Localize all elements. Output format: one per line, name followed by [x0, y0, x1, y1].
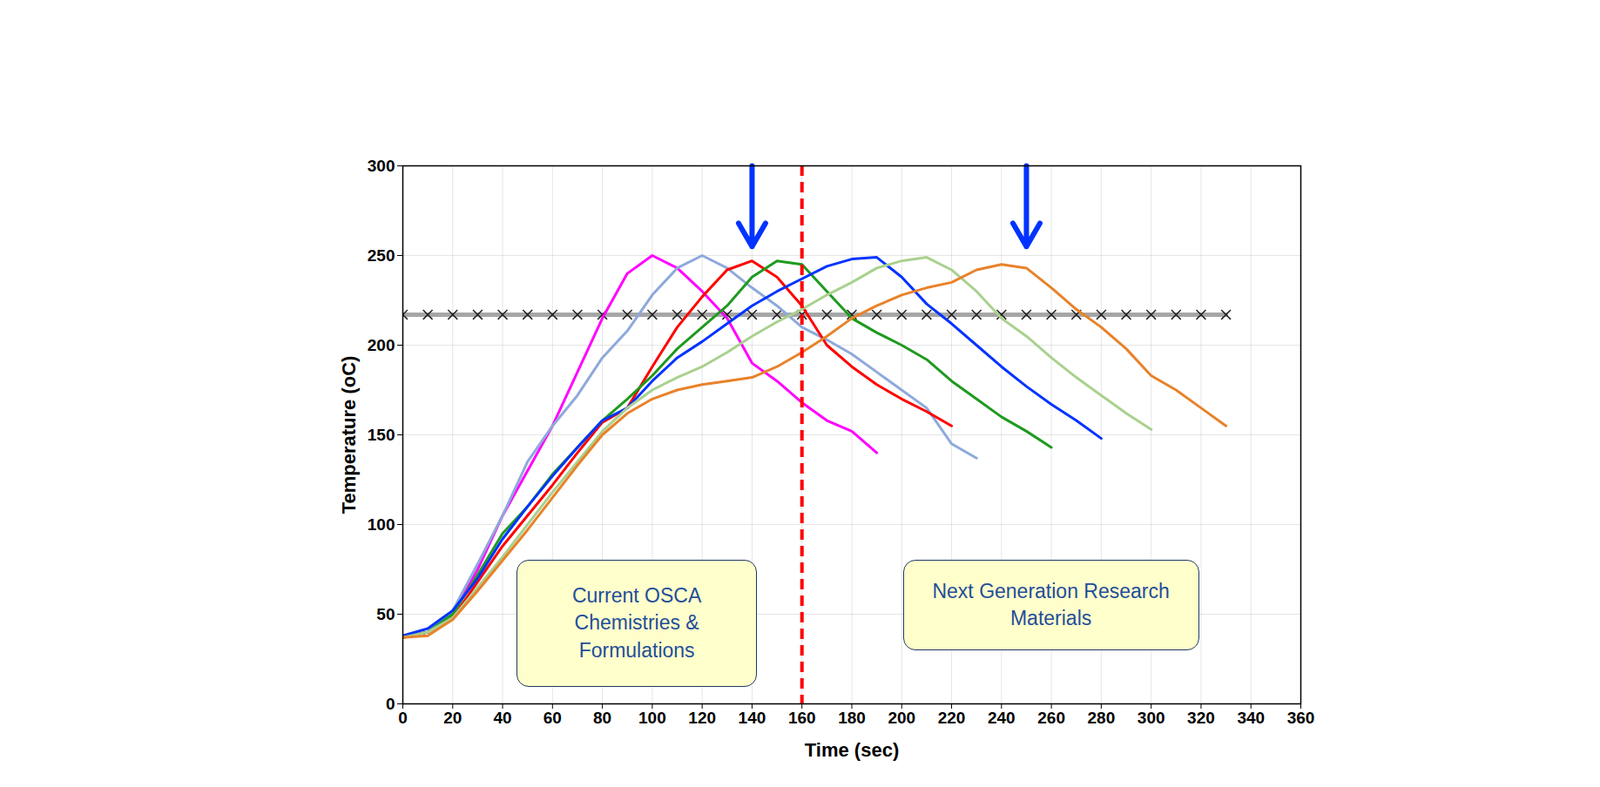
svg-text:280: 280 — [1087, 708, 1116, 728]
svg-text:40: 40 — [492, 708, 512, 728]
svg-text:360: 360 — [1287, 708, 1316, 728]
html-text:Next Generation Research Mater: Next Generation Research Materials — [932, 580, 1170, 630]
svg-text:60: 60 — [543, 708, 562, 728]
svg-text:180: 180 — [837, 708, 866, 728]
svg-text:100: 100 — [367, 515, 396, 534]
svg-text:240: 240 — [987, 708, 1016, 728]
svg-text:260: 260 — [1037, 708, 1066, 728]
svg-text:300: 300 — [367, 156, 396, 176]
svg-text:320: 320 — [1187, 708, 1216, 728]
svg-text:140: 140 — [738, 708, 767, 728]
svg-text:340: 340 — [1236, 708, 1265, 728]
svg-text:220: 220 — [938, 708, 966, 728]
svg-text:300: 300 — [1137, 708, 1166, 728]
svg-text:20: 20 — [443, 708, 462, 728]
svg-text:Time (sec): Time (sec) — [804, 739, 899, 762]
svg-text:100: 100 — [638, 708, 667, 728]
svg-text:200: 200 — [887, 708, 916, 728]
svg-text:250: 250 — [367, 246, 396, 265]
html-text:Current OSCA Chemistries & For: Current OSCA Chemistries & Formulations — [572, 584, 702, 662]
svg-text:50: 50 — [376, 605, 395, 624]
svg-text:200: 200 — [367, 336, 396, 355]
svg-text:0: 0 — [385, 695, 396, 714]
svg-text:0: 0 — [398, 708, 408, 728]
svg-text:160: 160 — [788, 708, 817, 728]
svg-text:80: 80 — [593, 708, 612, 728]
svg-text:150: 150 — [367, 425, 396, 445]
svg-text:120: 120 — [688, 708, 716, 728]
svg-text:Temperature (oC): Temperature (oC) — [337, 356, 360, 515]
